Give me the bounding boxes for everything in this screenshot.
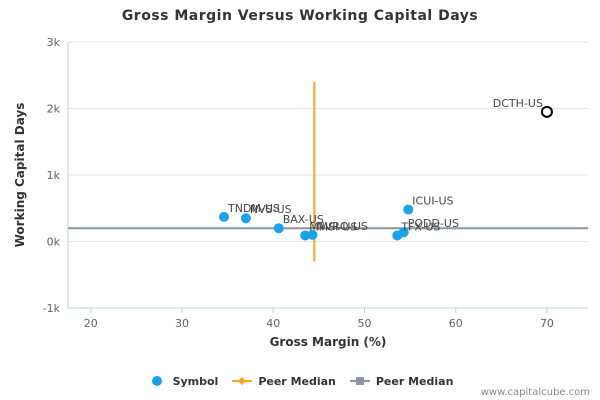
data-point [240, 213, 251, 224]
legend-label-peer-median-x: Peer Median [258, 374, 336, 388]
point-label: DCTH-US [493, 97, 543, 110]
y-tick-label: 1k [47, 169, 61, 182]
point-label: TNDM-US [227, 202, 280, 215]
data-point [307, 229, 318, 240]
point-label: BAX-US [283, 213, 324, 226]
legend-item-symbol[interactable]: Symbol [147, 374, 219, 388]
data-point [392, 230, 403, 241]
data-point [273, 223, 284, 234]
grid-lines [68, 41, 588, 309]
axes [67, 42, 588, 313]
legend-item-peer-median-y[interactable]: Peer Median [349, 374, 454, 388]
line-square-marker-icon [349, 377, 370, 385]
x-tick-label: 40 [266, 317, 280, 330]
credit-text: www.capitalcube.com [480, 387, 590, 398]
point-label: PODD-US [408, 217, 459, 230]
legend-item-peer-median-x[interactable]: Peer Median [232, 374, 336, 388]
x-axis-title: Gross Margin (%) [270, 335, 387, 349]
x-tick-label: 30 [175, 317, 189, 330]
x-tick-label: 70 [540, 317, 554, 330]
legend-label-peer-median-y: Peer Median [375, 374, 454, 388]
tick-labels: -1k 0k 1k 2k 3k 20 30 40 50 60 70 [43, 36, 554, 330]
chart-title: Gross Margin Versus Working Capital Days [121, 8, 479, 24]
point-label: NVS-US [250, 203, 292, 216]
point-label: ICUI-US [412, 195, 453, 208]
data-point [403, 204, 414, 215]
data-points [219, 105, 553, 241]
point-label: MMSI-US [309, 221, 357, 234]
circle-marker-icon [151, 376, 162, 386]
x-tick-label: 50 [357, 317, 371, 330]
legend-label-symbol: Symbol [172, 374, 219, 388]
line-diamond-marker-icon [232, 377, 253, 385]
y-axis-title: Working Capital Days [13, 103, 27, 248]
y-tick-label: 2k [47, 103, 61, 116]
point-label: NVRO-US [316, 220, 367, 233]
data-point [300, 230, 311, 241]
legend: Symbol Peer Median Peer Median [0, 374, 600, 388]
y-tick-label: -1k [43, 302, 61, 315]
data-point-highlighted [540, 105, 553, 118]
y-tick-label: 0k [47, 236, 61, 249]
point-label: TFX-US [400, 221, 440, 234]
y-tick-label: 3k [47, 36, 61, 49]
data-point [219, 211, 229, 222]
x-tick-label: 20 [84, 317, 98, 330]
x-tick-label: 60 [449, 317, 463, 330]
